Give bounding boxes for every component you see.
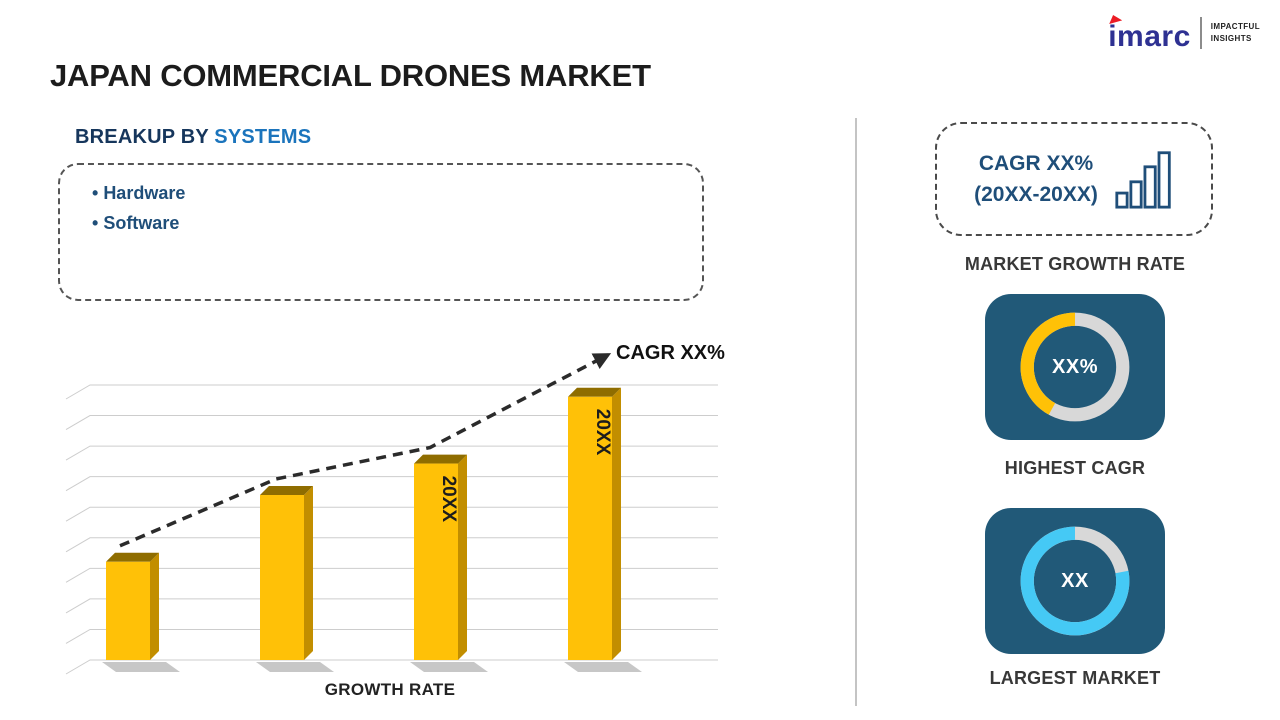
logo-tagline-line2: INSIGHTS: [1210, 34, 1252, 43]
page-title: JAPAN COMMERCIAL DRONES MARKET: [50, 58, 651, 93]
cagr-box: CAGR XX% (20XX-20XX): [935, 122, 1213, 236]
svg-text:20XX: 20XX: [438, 476, 459, 523]
logo-brand-text: imarc: [1108, 20, 1191, 53]
breakup-list-box: Hardware Software: [58, 163, 704, 301]
logo-accent-icon: [1109, 15, 1123, 24]
list-item: Hardware: [92, 179, 702, 209]
breakup-heading-prefix: BREAKUP BY: [75, 126, 209, 148]
vertical-divider: [855, 118, 857, 706]
cagr-trend-annotation: CAGR XX%: [616, 342, 725, 364]
chart-x-axis-label: GROWTH RATE: [324, 680, 456, 699]
breakup-list: Hardware Software: [92, 179, 702, 238]
logo-separator: [1199, 17, 1202, 49]
svg-text:20XX: 20XX: [592, 409, 613, 456]
logo-tagline-line1: IMPACTFUL: [1210, 22, 1260, 32]
largest-market-caption: LARGEST MARKET: [989, 668, 1161, 688]
cagr-box-line2: (20XX-20XX): [974, 183, 1098, 206]
highest-cagr-tile: XX%: [985, 294, 1165, 440]
bar-chart-icon: [1115, 151, 1171, 209]
highest-cagr-value: XX%: [1052, 355, 1098, 378]
largest-market-donut: [1020, 526, 1130, 636]
growth-rate-bar-chart: 20XX 20XX: [65, 353, 718, 675]
list-item: Software: [92, 209, 702, 239]
largest-market-value: XX: [1061, 569, 1089, 592]
breakup-heading-highlight: SYSTEMS: [214, 126, 312, 148]
highest-cagr-caption: HIGHEST CAGR: [1004, 458, 1146, 478]
breakup-heading: BREAKUP BY SYSTEMS: [75, 126, 311, 149]
imarc-logo: imarc IMPACTFUL INSIGHTS: [1108, 14, 1260, 52]
logo-brand-wrap: imarc: [1108, 14, 1191, 52]
cagr-box-text: CAGR XX% (20XX-20XX): [974, 148, 1098, 211]
logo-tagline: IMPACTFUL INSIGHTS: [1211, 21, 1260, 44]
largest-market-tile: XX: [985, 508, 1165, 654]
cagr-box-line1: CAGR XX%: [978, 151, 1094, 175]
highest-cagr-donut: [1020, 312, 1130, 422]
market-growth-rate-caption: MARKET GROWTH RATE: [964, 254, 1186, 274]
